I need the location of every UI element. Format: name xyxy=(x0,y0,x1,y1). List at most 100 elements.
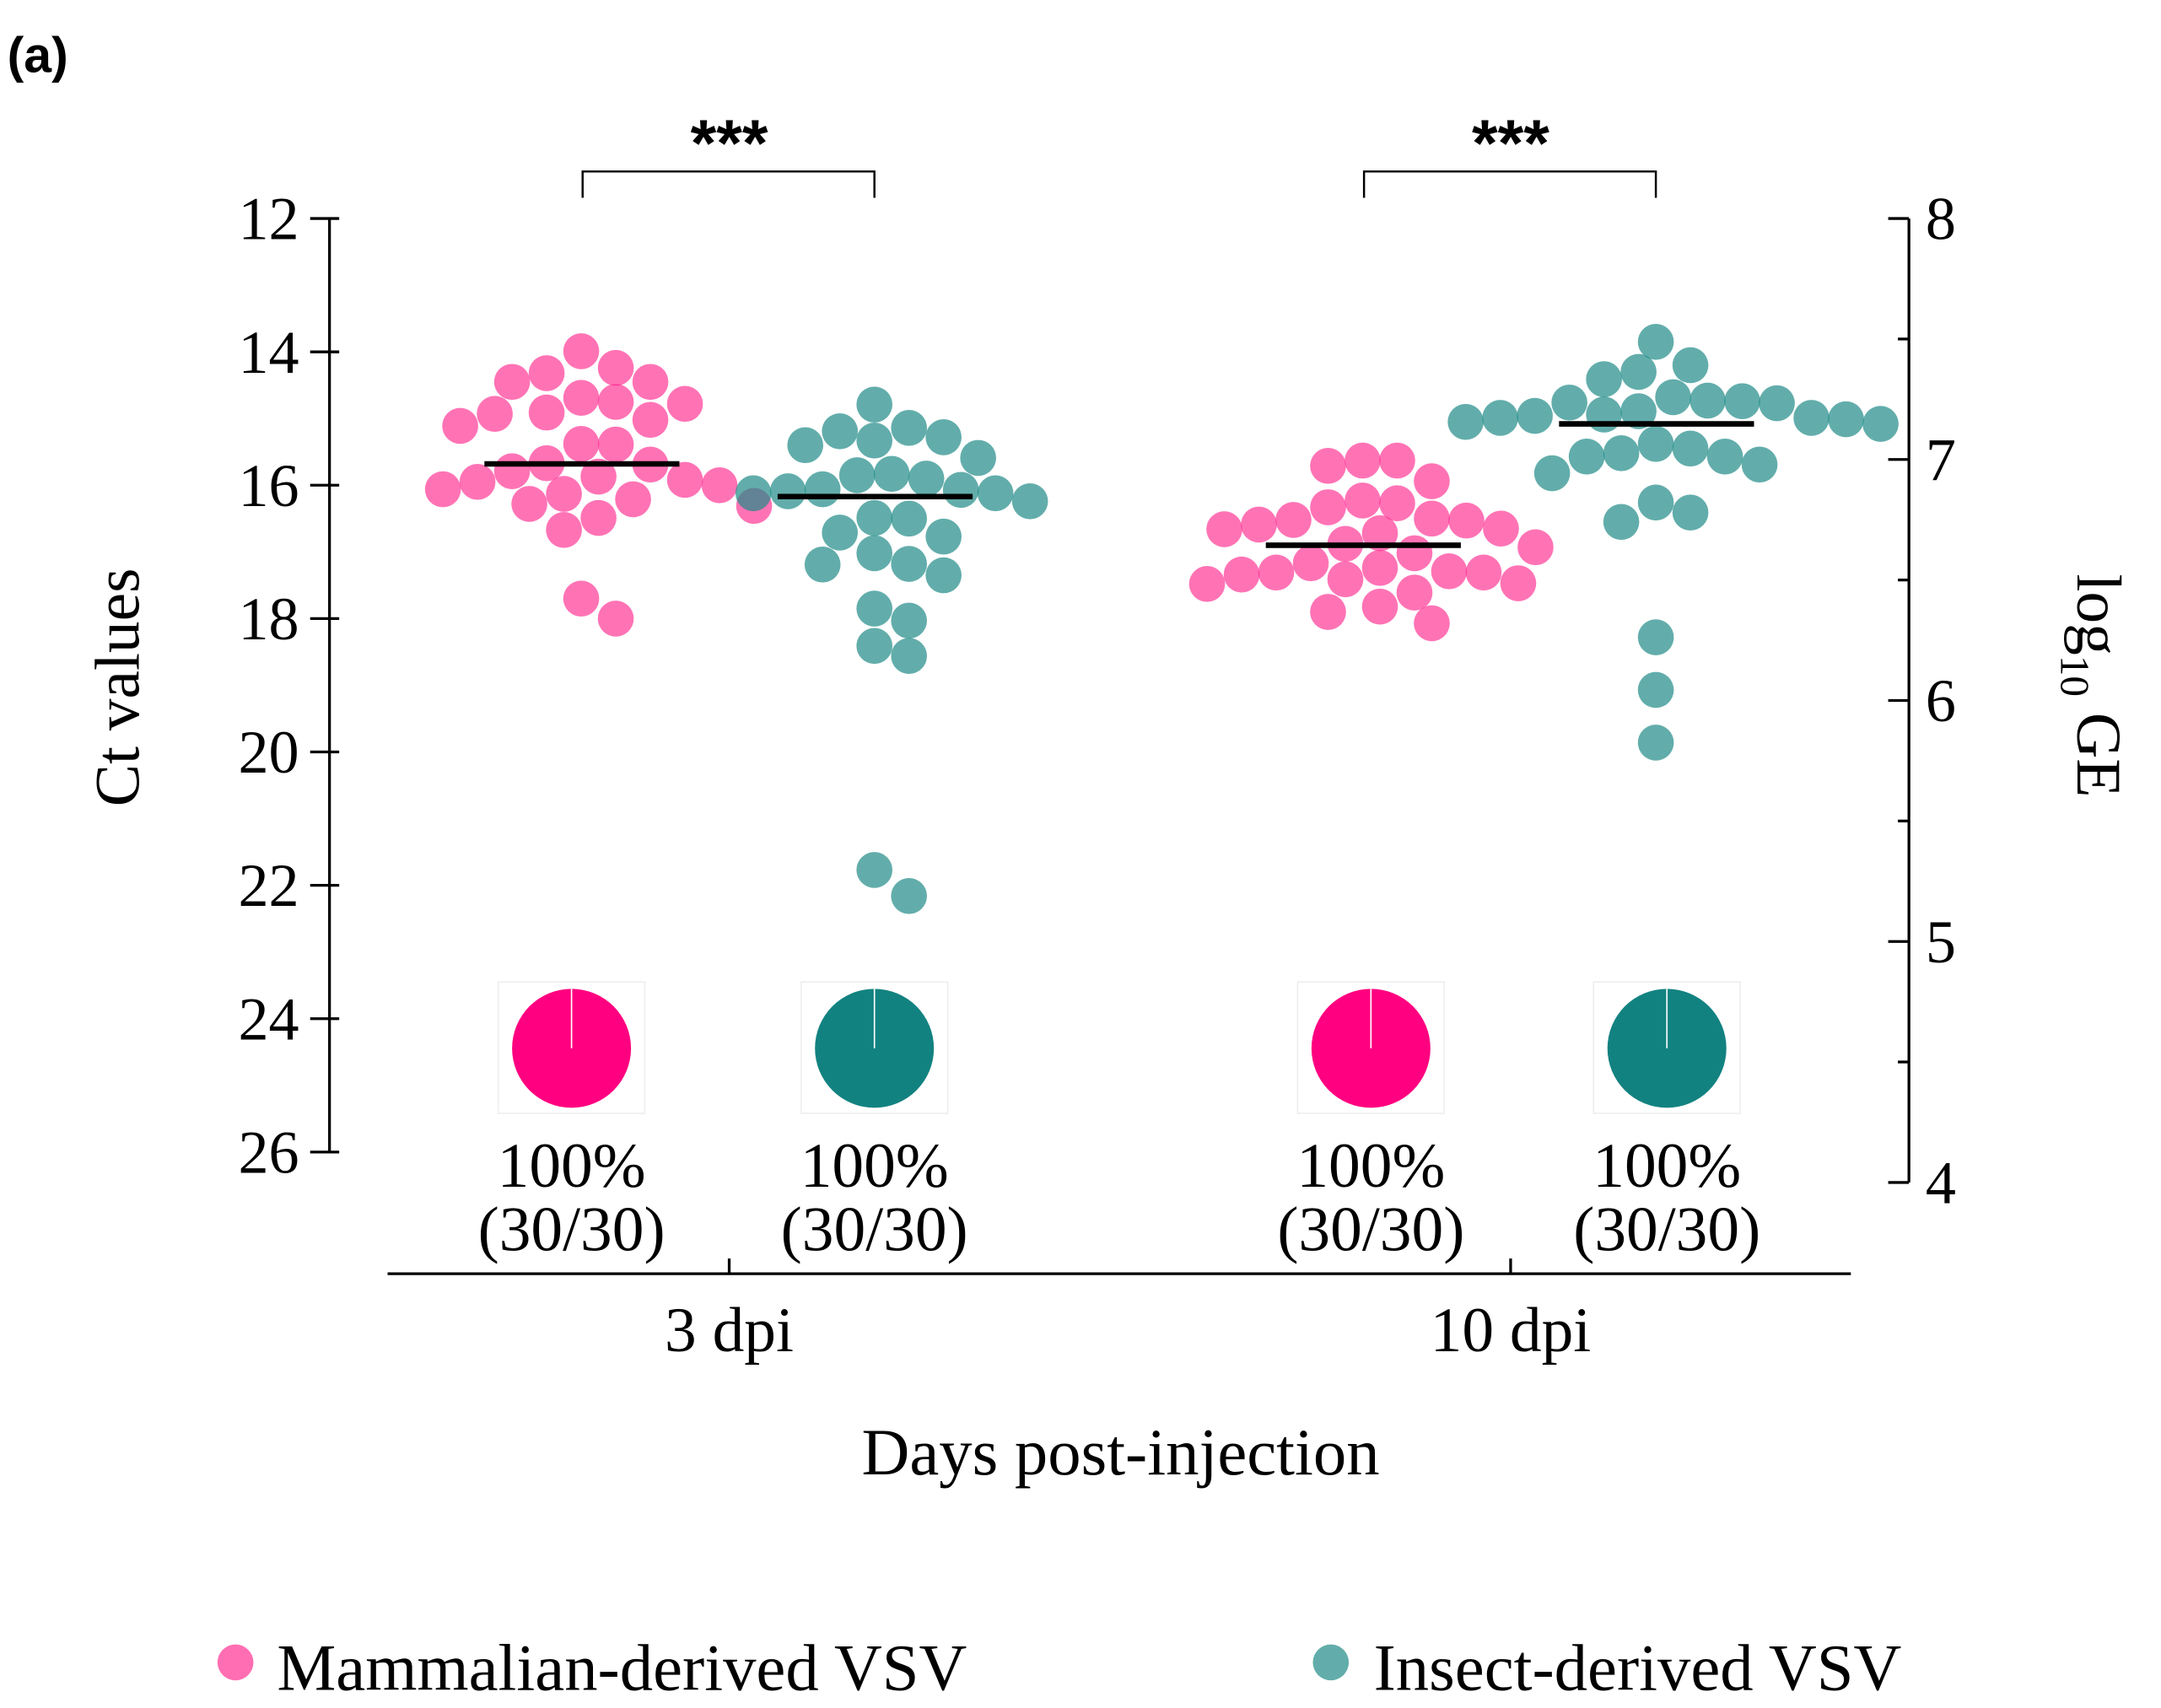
data-point xyxy=(1345,442,1381,479)
data-point xyxy=(546,511,582,548)
data-point xyxy=(615,481,651,518)
data-point xyxy=(856,852,893,888)
data-point xyxy=(1637,484,1674,521)
data-point xyxy=(1379,485,1415,521)
data-point xyxy=(632,364,669,401)
data-point xyxy=(856,590,893,627)
data-point xyxy=(1672,494,1709,531)
data-point xyxy=(1655,379,1691,416)
data-point xyxy=(1586,396,1622,433)
data-point xyxy=(1483,510,1519,547)
data-point xyxy=(891,500,927,537)
data-point xyxy=(1603,435,1640,471)
data-point xyxy=(925,419,962,455)
y-tick-label: 16 xyxy=(238,452,299,520)
data-points xyxy=(424,324,1899,914)
data-point xyxy=(528,394,565,431)
data-point xyxy=(442,407,478,445)
y-tick-label: 18 xyxy=(238,585,299,653)
data-point xyxy=(1414,500,1450,537)
y2-label-tail: GE xyxy=(2063,697,2133,797)
data-point xyxy=(511,486,547,522)
data-point xyxy=(597,426,634,463)
data-point xyxy=(856,535,893,572)
y-tick-label: 14 xyxy=(238,319,299,386)
data-point xyxy=(908,461,945,497)
data-point xyxy=(1586,361,1622,397)
data-point xyxy=(856,386,893,423)
data-point xyxy=(1275,502,1312,538)
data-point xyxy=(1292,545,1329,582)
data-point xyxy=(1258,554,1295,591)
data-point xyxy=(1206,511,1242,547)
significance-bracket-10dpi: *** xyxy=(1362,106,1657,198)
data-point xyxy=(822,412,859,450)
panel-label: (a) xyxy=(8,27,68,83)
data-point xyxy=(891,638,927,674)
positive-count-label: (30/30) xyxy=(1573,1194,1760,1264)
pie-frame xyxy=(1592,981,1741,1114)
data-point xyxy=(942,471,979,509)
data-point xyxy=(563,380,600,417)
data-point xyxy=(1361,550,1398,586)
data-point xyxy=(769,473,806,509)
data-point xyxy=(563,425,600,462)
data-point xyxy=(1447,403,1484,440)
data-point xyxy=(666,461,703,498)
data-point xyxy=(459,464,496,500)
data-point xyxy=(580,458,617,495)
positive-rate-label: 100% xyxy=(1592,1131,1741,1201)
legend-label-mammalian: Mammalian-derived VSV xyxy=(277,1632,967,1705)
data-point xyxy=(1793,400,1830,436)
data-point xyxy=(632,401,669,439)
x-tick-label: 3 dpi xyxy=(665,1296,794,1366)
significance-label: *** xyxy=(1472,106,1549,180)
legend-marker-insect xyxy=(1312,1644,1350,1681)
pie-frame xyxy=(497,981,646,1114)
y-tick-label: 24 xyxy=(238,985,299,1053)
data-point xyxy=(1689,382,1726,419)
data-point xyxy=(1396,574,1433,611)
pie-frame xyxy=(1296,981,1446,1114)
positive-rate-label: 100% xyxy=(498,1131,646,1201)
mean-lines xyxy=(484,421,1754,548)
data-point xyxy=(477,396,513,433)
data-point xyxy=(493,453,531,490)
data-point xyxy=(1620,353,1657,391)
data-point xyxy=(1465,554,1502,591)
data-point xyxy=(1533,455,1571,492)
data-point xyxy=(1310,489,1346,525)
data-point xyxy=(1310,448,1346,484)
data-point xyxy=(891,546,927,582)
data-point xyxy=(1361,515,1398,552)
data-point xyxy=(1379,442,1415,479)
significance-bracket-3dpi: *** xyxy=(581,106,876,198)
data-point xyxy=(1637,725,1674,761)
data-point xyxy=(1603,504,1640,541)
y-axis-left: 12 14 16 18 20 22 24 26 xyxy=(238,186,340,1186)
positive-count-label: (30/30) xyxy=(781,1194,968,1264)
data-point xyxy=(1431,552,1468,590)
y-tick-label: 20 xyxy=(238,719,299,786)
x-axis-label: Days post-injection xyxy=(862,1416,1380,1490)
data-point xyxy=(1396,535,1433,572)
data-point xyxy=(493,364,531,401)
data-point xyxy=(925,518,962,555)
data-point xyxy=(546,476,582,512)
data-point xyxy=(891,602,927,639)
data-point xyxy=(960,439,996,477)
data-point xyxy=(580,499,617,536)
significance-label: *** xyxy=(691,106,768,180)
data-point xyxy=(1741,446,1778,483)
data-point xyxy=(822,515,859,551)
data-point xyxy=(1637,619,1674,655)
data-point xyxy=(1241,506,1277,543)
y2-tick-label: 4 xyxy=(1926,1150,1956,1217)
data-point xyxy=(1637,324,1674,360)
data-point xyxy=(977,475,1014,512)
x-axis: 3 dpi 10 dpi xyxy=(387,1258,1851,1366)
data-point xyxy=(873,455,910,493)
data-point xyxy=(1637,671,1674,709)
data-point xyxy=(1551,384,1587,421)
